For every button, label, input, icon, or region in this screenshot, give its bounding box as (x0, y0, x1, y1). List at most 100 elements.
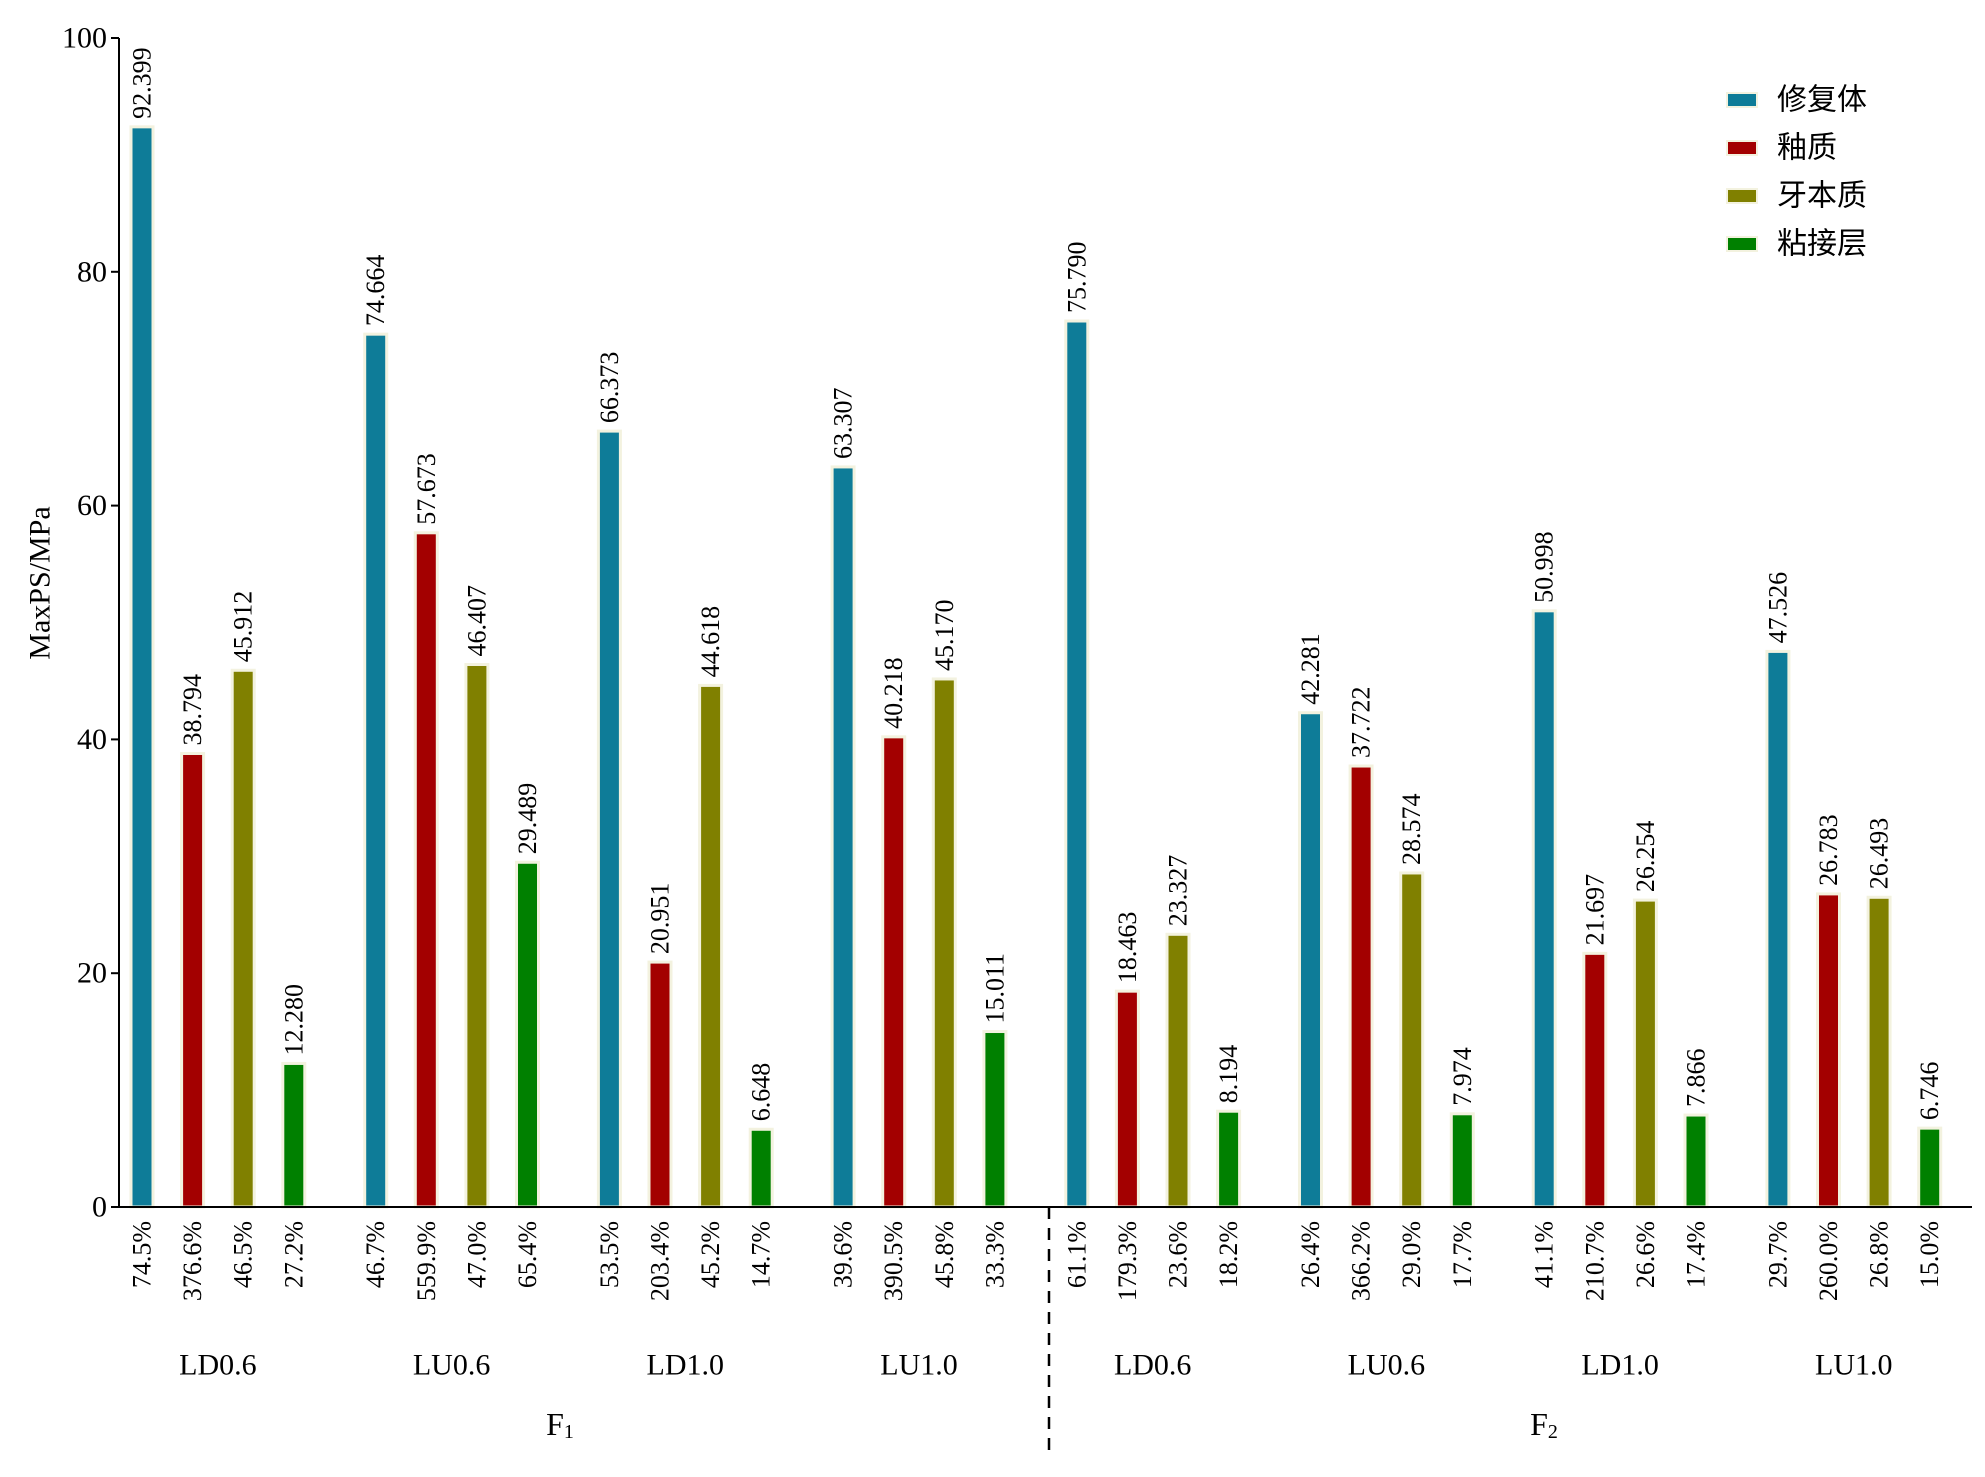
legend-swatch (1726, 92, 1758, 108)
value-label: 92.399 (128, 47, 157, 119)
group-label: LU1.0 (1815, 1349, 1893, 1382)
group-label: LD1.0 (647, 1349, 725, 1382)
panel-label: F2 (1530, 1406, 1558, 1443)
legend-swatch (1726, 236, 1758, 252)
percent-label: 33.3% (980, 1221, 1009, 1288)
percent-label: 53.5% (595, 1221, 624, 1288)
bar (515, 860, 540, 1209)
panel-label-sub: 1 (564, 1421, 574, 1443)
group-label: LU0.6 (413, 1349, 491, 1382)
percent-label: 15.0% (1915, 1221, 1944, 1288)
bar (647, 960, 673, 1209)
value-label: 28.574 (1397, 793, 1426, 865)
percent-label: 559.9% (412, 1221, 441, 1301)
value-label: 47.526 (1763, 572, 1792, 644)
percent-label: 376.6% (178, 1221, 207, 1301)
value-label: 29.489 (513, 783, 542, 855)
legend-label: 粘接层 (1777, 227, 1867, 262)
axes-layer: 0 20 40 60 80 100 MaxPS/MPa (24, 22, 1972, 1452)
bar (230, 668, 256, 1209)
bar (281, 1061, 307, 1209)
legend-swatch (1726, 140, 1758, 156)
value-label: 26.493 (1865, 818, 1894, 890)
bar (464, 663, 490, 1209)
labels-layer: 92.399 74.5% 38.794 376.6% 45.912 46.5% 12.280… (128, 47, 1945, 1443)
value-label: 21.697 (1580, 874, 1609, 946)
percent-label: 45.8% (930, 1221, 959, 1288)
value-label: 6.648 (747, 1063, 776, 1122)
value-label: 7.974 (1448, 1047, 1477, 1106)
y-tick-label: 100 (62, 22, 107, 55)
legend-label: 牙本质 (1777, 179, 1867, 214)
value-label: 50.998 (1530, 531, 1559, 603)
value-label: 18.463 (1113, 912, 1142, 984)
y-tick-label: 60 (77, 489, 107, 522)
value-label: 45.912 (229, 591, 258, 663)
percent-label: 26.4% (1296, 1221, 1325, 1288)
bar (698, 683, 724, 1209)
percent-label: 65.4% (513, 1221, 542, 1288)
value-label: 20.951 (646, 883, 675, 955)
percent-label: 39.6% (829, 1221, 858, 1288)
y-tick-label: 20 (77, 957, 107, 990)
percent-label: 17.4% (1682, 1221, 1711, 1288)
percent-label: 26.6% (1631, 1221, 1660, 1288)
percent-label: 29.7% (1763, 1221, 1792, 1288)
percent-label: 74.5% (128, 1221, 157, 1288)
bar (1866, 895, 1892, 1209)
panel-label: F1 (546, 1406, 574, 1443)
group-label: LD1.0 (1581, 1349, 1659, 1382)
value-label: 63.307 (829, 387, 858, 459)
y-tick-label: 80 (77, 255, 107, 288)
value-label: 38.794 (178, 674, 207, 746)
bar (748, 1127, 774, 1209)
percent-label: 45.2% (696, 1221, 725, 1288)
value-label: 37.722 (1347, 687, 1376, 759)
bar (1298, 711, 1323, 1209)
bar (1582, 951, 1608, 1209)
value-label: 57.673 (412, 453, 441, 525)
group-label: LU1.0 (880, 1349, 958, 1382)
bar (1816, 892, 1841, 1209)
percent-label: 27.2% (279, 1221, 308, 1288)
percent-label: 61.1% (1062, 1221, 1091, 1288)
percent-label: 47.0% (462, 1221, 491, 1288)
percent-label: 26.8% (1865, 1221, 1894, 1288)
value-label: 7.866 (1682, 1049, 1711, 1108)
bar (1348, 764, 1374, 1209)
legend-label: 修复体 (1777, 83, 1867, 118)
bar (1531, 609, 1557, 1209)
percent-label: 41.1% (1530, 1221, 1559, 1288)
bar (1765, 649, 1791, 1209)
percent-label: 260.0% (1814, 1221, 1843, 1301)
y-tick-label: 40 (77, 723, 107, 756)
bar (1683, 1113, 1709, 1209)
value-label: 44.618 (696, 606, 725, 678)
percent-label: 14.7% (747, 1221, 776, 1288)
value-label: 8.194 (1214, 1045, 1243, 1104)
y-axis-label: MaxPS/MPa (24, 506, 57, 659)
bar (830, 465, 856, 1209)
percent-label: 210.7% (1580, 1221, 1609, 1301)
percent-label: 390.5% (879, 1221, 908, 1301)
value-label: 74.664 (361, 255, 390, 327)
bar (1399, 871, 1425, 1209)
panel-label-sub: 2 (1548, 1421, 1558, 1443)
value-label: 46.407 (462, 585, 491, 657)
percent-label: 23.6% (1164, 1221, 1193, 1288)
y-tick-label: 0 (92, 1191, 107, 1224)
bar (931, 677, 957, 1209)
bar (982, 1030, 1008, 1209)
percent-label: 17.7% (1448, 1221, 1477, 1288)
bars-layer (129, 125, 1943, 1209)
bar (129, 125, 155, 1209)
value-label: 26.254 (1631, 821, 1660, 893)
bar (1216, 1109, 1242, 1209)
bar (1449, 1112, 1475, 1209)
bar (180, 751, 206, 1209)
value-label: 6.746 (1915, 1062, 1944, 1121)
bar (1917, 1126, 1943, 1209)
percent-label: 18.2% (1214, 1221, 1243, 1288)
